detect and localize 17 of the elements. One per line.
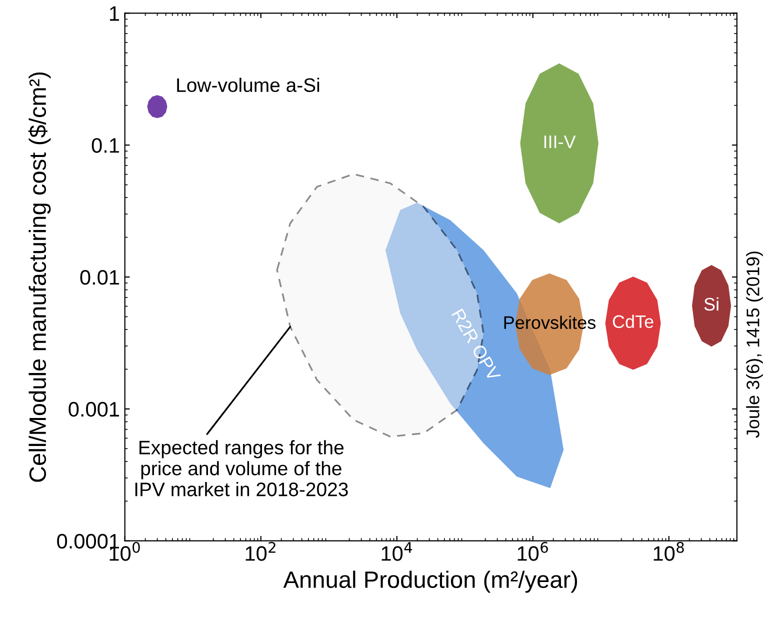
annotation: Expected ranges for the price and volume of the IPV market in 2018-2023	[135, 440, 348, 496]
x-tick-label: 10$^{8}$	[654, 542, 684, 561]
x-tick-label: 10$^{2}$	[246, 542, 276, 561]
y-tick-label: 0.01	[80, 270, 119, 285]
series-label: R2R OPV	[451, 308, 502, 382]
y-tick-label: 0.1	[92, 138, 119, 153]
y-tick-label: 1	[110, 6, 119, 21]
x-axis-title: Annual Production (m²/year)	[283, 570, 578, 593]
y-axis-title: Cell/Module manufacturing cost ($/cm²)	[28, 72, 51, 482]
series-label: Si	[704, 297, 718, 311]
x-tick-label: 10$^{6}$	[518, 542, 548, 561]
y-tick-label: 0.001	[68, 402, 119, 417]
series-label: CdTe	[612, 314, 654, 328]
x-tick-label: 10$^{4}$	[382, 542, 412, 561]
series-label: Low-volume a-Si	[177, 78, 320, 92]
text: Joule 3(6), 1415 (2019)	[746, 252, 763, 438]
series-label: III-V	[544, 136, 576, 148]
